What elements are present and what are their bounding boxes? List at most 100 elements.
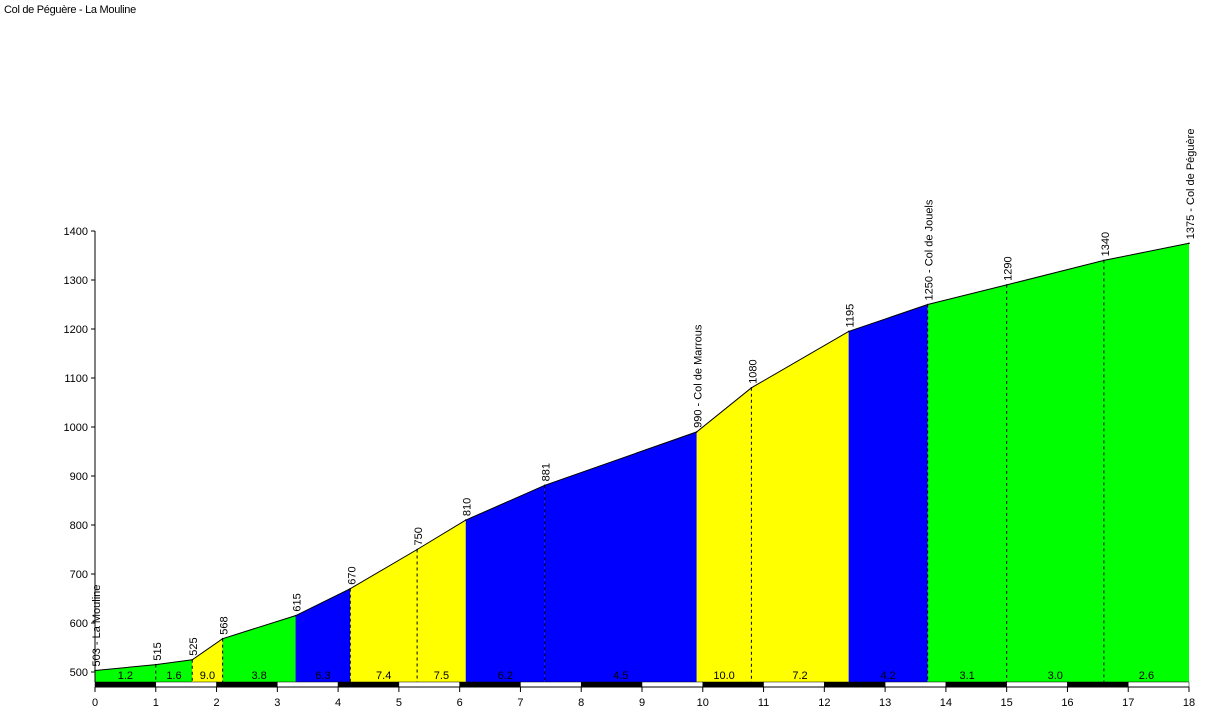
y-tick-label-4: 900 <box>70 471 88 483</box>
point-label-14: 1340 <box>1100 232 1112 256</box>
point-label-3: 568 <box>219 616 231 634</box>
grade-label-4: 6.3 <box>315 670 330 682</box>
profile-point-1 <box>154 663 157 666</box>
point-label-4: 615 <box>292 593 304 611</box>
grade-label-14: 2.6 <box>1139 670 1154 682</box>
grade-label-3: 3.8 <box>251 670 266 682</box>
y-tick-label-9: 1400 <box>64 226 88 238</box>
x-tick-label-10: 10 <box>697 697 709 709</box>
x-tick-label-9: 9 <box>639 697 645 709</box>
km-bar-block-11 <box>763 681 825 688</box>
profile-point-4 <box>294 614 297 617</box>
grade-label-11: 4.2 <box>881 670 896 682</box>
y-tick-label-7: 1200 <box>64 324 88 336</box>
y-tick-label-8: 1300 <box>64 275 88 287</box>
grade-label-5: 7.4 <box>376 670 391 682</box>
profile-point-8 <box>543 484 546 487</box>
segment-fill-4 <box>295 588 351 682</box>
km-bar-block-3 <box>277 681 339 688</box>
segment-fill-11 <box>848 304 928 682</box>
grade-label-13: 3.0 <box>1048 670 1063 682</box>
y-tick-label-1: 600 <box>70 618 88 630</box>
point-label-1: 515 <box>152 642 164 660</box>
grade-label-0: 1.2 <box>118 670 133 682</box>
segment-fill-12 <box>927 284 1007 682</box>
y-tick-label-6: 1100 <box>64 373 88 385</box>
segment-fill-5 <box>350 549 418 682</box>
segment-fill-3 <box>222 615 296 682</box>
km-bar-block-12 <box>824 681 886 688</box>
km-bar-block-6 <box>459 681 521 688</box>
point-label-12: 1250 - Col de Jouels <box>924 199 936 300</box>
point-label-13: 1290 <box>1003 256 1015 280</box>
profile-point-3 <box>221 637 224 640</box>
segment-fill-0 <box>95 664 156 682</box>
profile-point-11 <box>847 330 850 333</box>
x-tick-label-15: 15 <box>1001 697 1013 709</box>
km-bar-block-2 <box>216 681 278 688</box>
x-tick-label-6: 6 <box>457 697 463 709</box>
segment-fill-7 <box>465 485 545 682</box>
segment-fill-10 <box>751 331 849 682</box>
profile-point-15 <box>1188 242 1190 245</box>
point-label-7: 810 <box>462 498 474 516</box>
point-label-11: 1195 <box>845 304 857 328</box>
x-tick-label-18: 18 <box>1183 697 1195 709</box>
segment-fill-14 <box>1103 243 1189 682</box>
x-tick-label-5: 5 <box>396 697 402 709</box>
km-bar-block-8 <box>580 681 643 688</box>
km-bar-block-17 <box>1127 681 1190 688</box>
x-tick-label-8: 8 <box>578 697 584 709</box>
grade-label-9: 10.0 <box>713 670 734 682</box>
point-label-8: 881 <box>541 463 553 481</box>
profile-point-14 <box>1103 259 1105 262</box>
segment-fill-2 <box>192 638 223 682</box>
grade-label-2: 9.0 <box>200 670 215 682</box>
km-bar-block-9 <box>641 681 704 688</box>
km-bar-block-14 <box>945 681 1007 688</box>
x-tick-label-12: 12 <box>818 697 830 709</box>
km-scale-bar <box>94 681 1190 688</box>
profile-point-6 <box>416 548 418 551</box>
page-title: Col de Péguère - La Mouline <box>4 4 136 16</box>
profile-point-9 <box>695 431 698 433</box>
y-tick-label-0: 500 <box>70 667 88 679</box>
point-label-6: 750 <box>413 527 425 545</box>
km-bar-block-13 <box>884 681 947 688</box>
x-tick-label-17: 17 <box>1122 697 1134 709</box>
y-tick-label-2: 700 <box>70 569 88 581</box>
profile-point-10 <box>750 387 753 389</box>
profile-point-2 <box>191 658 194 661</box>
segment-fill-1 <box>155 659 193 682</box>
km-bar-block-1 <box>155 681 217 688</box>
segment-fill-8 <box>544 431 697 682</box>
x-tick-label-16: 16 <box>1061 697 1073 709</box>
segment-fill-6 <box>417 520 466 682</box>
grade-labels: 1.2 1.6 9.0 3.8 6.3 7.4 7.5 6.2 4.5 10.0 7.2 4.2 3.1… <box>118 670 1154 682</box>
profile-line <box>94 242 1190 672</box>
km-bar-block-16 <box>1067 681 1129 688</box>
grade-label-1: 1.6 <box>166 670 181 682</box>
km-bar-block-15 <box>1006 681 1068 688</box>
grade-label-8: 4.5 <box>613 670 628 682</box>
km-bar-block-4 <box>337 681 400 688</box>
grade-label-12: 3.1 <box>960 670 975 682</box>
grade-label-7: 6.2 <box>498 670 513 682</box>
y-tick-label-3: 800 <box>70 520 88 532</box>
km-bar-block-7 <box>520 681 582 688</box>
km-bar-block-10 <box>702 681 764 688</box>
x-tick-label-14: 14 <box>940 697 952 709</box>
x-tick-label-3: 3 <box>274 697 280 709</box>
x-tick-label-7: 7 <box>517 697 523 709</box>
point-label-9: 990 - Col de Marrous <box>693 324 705 428</box>
profile-point-7 <box>464 519 467 521</box>
segment-fill-9 <box>696 387 752 682</box>
x-tick-label-4: 4 <box>335 697 341 709</box>
x-tick-label-11: 11 <box>758 697 769 709</box>
x-tick-label-2: 2 <box>213 697 219 709</box>
profile-point-13 <box>1005 284 1008 286</box>
point-label-5: 670 <box>346 566 358 584</box>
km-bar-block-5 <box>398 681 460 688</box>
point-label-2: 525 <box>188 637 200 655</box>
